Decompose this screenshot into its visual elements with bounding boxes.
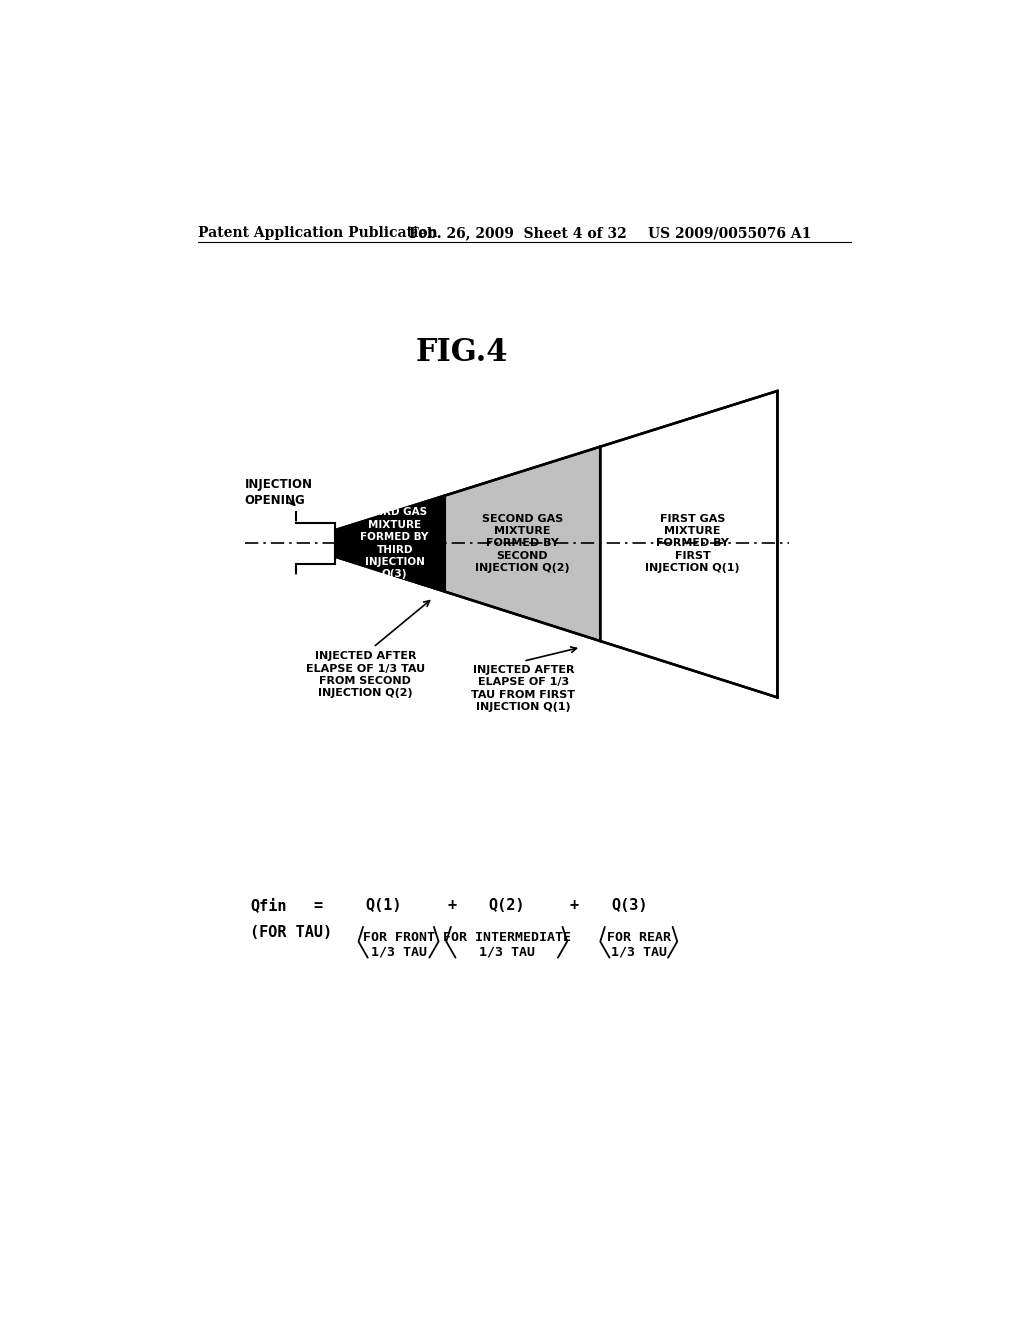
Text: +: +	[569, 898, 579, 912]
Text: THIRD GAS
MIXTURE
FORMED BY
THIRD
INJECTION
Q(3): THIRD GAS MIXTURE FORMED BY THIRD INJECT…	[360, 507, 429, 579]
Text: INJECTED AFTER
ELAPSE OF 1/3
TAU FROM FIRST
INJECTION Q(1): INJECTED AFTER ELAPSE OF 1/3 TAU FROM FI…	[471, 665, 575, 713]
Text: FIG.4: FIG.4	[416, 337, 508, 368]
Text: FOR INTERMEDIATE: FOR INTERMEDIATE	[442, 932, 570, 945]
Text: FIRST GAS
MIXTURE
FORMED BY
FIRST
INJECTION Q(1): FIRST GAS MIXTURE FORMED BY FIRST INJECT…	[645, 513, 740, 573]
Text: 1/3 TAU: 1/3 TAU	[478, 945, 535, 958]
Text: SECOND GAS
MIXTURE
FORMED BY
SECOND
INJECTION Q(2): SECOND GAS MIXTURE FORMED BY SECOND INJE…	[475, 513, 569, 573]
Text: US 2009/0055076 A1: US 2009/0055076 A1	[648, 226, 811, 240]
Text: FOR REAR: FOR REAR	[607, 932, 671, 945]
Text: Patent Application Publication: Patent Application Publication	[199, 226, 438, 240]
Text: +: +	[447, 898, 457, 912]
Text: =: =	[313, 898, 323, 912]
Text: Qfin: Qfin	[250, 898, 287, 912]
Text: INJECTION
OPENING: INJECTION OPENING	[245, 478, 312, 507]
Polygon shape	[444, 446, 600, 642]
Text: INJECTED AFTER
ELAPSE OF 1/3 TAU
FROM SECOND
INJECTION Q(2): INJECTED AFTER ELAPSE OF 1/3 TAU FROM SE…	[306, 651, 425, 698]
Text: FOR FRONT: FOR FRONT	[362, 932, 434, 945]
Text: 1/3 TAU: 1/3 TAU	[610, 945, 667, 958]
Text: (FOR TAU): (FOR TAU)	[250, 925, 332, 940]
Text: Feb. 26, 2009  Sheet 4 of 32: Feb. 26, 2009 Sheet 4 of 32	[410, 226, 627, 240]
Polygon shape	[600, 391, 777, 697]
Text: Q(1): Q(1)	[366, 898, 401, 912]
Polygon shape	[337, 495, 444, 591]
Text: Q(3): Q(3)	[611, 898, 648, 912]
Text: 1/3 TAU: 1/3 TAU	[371, 945, 427, 958]
Text: Q(2): Q(2)	[488, 898, 525, 912]
